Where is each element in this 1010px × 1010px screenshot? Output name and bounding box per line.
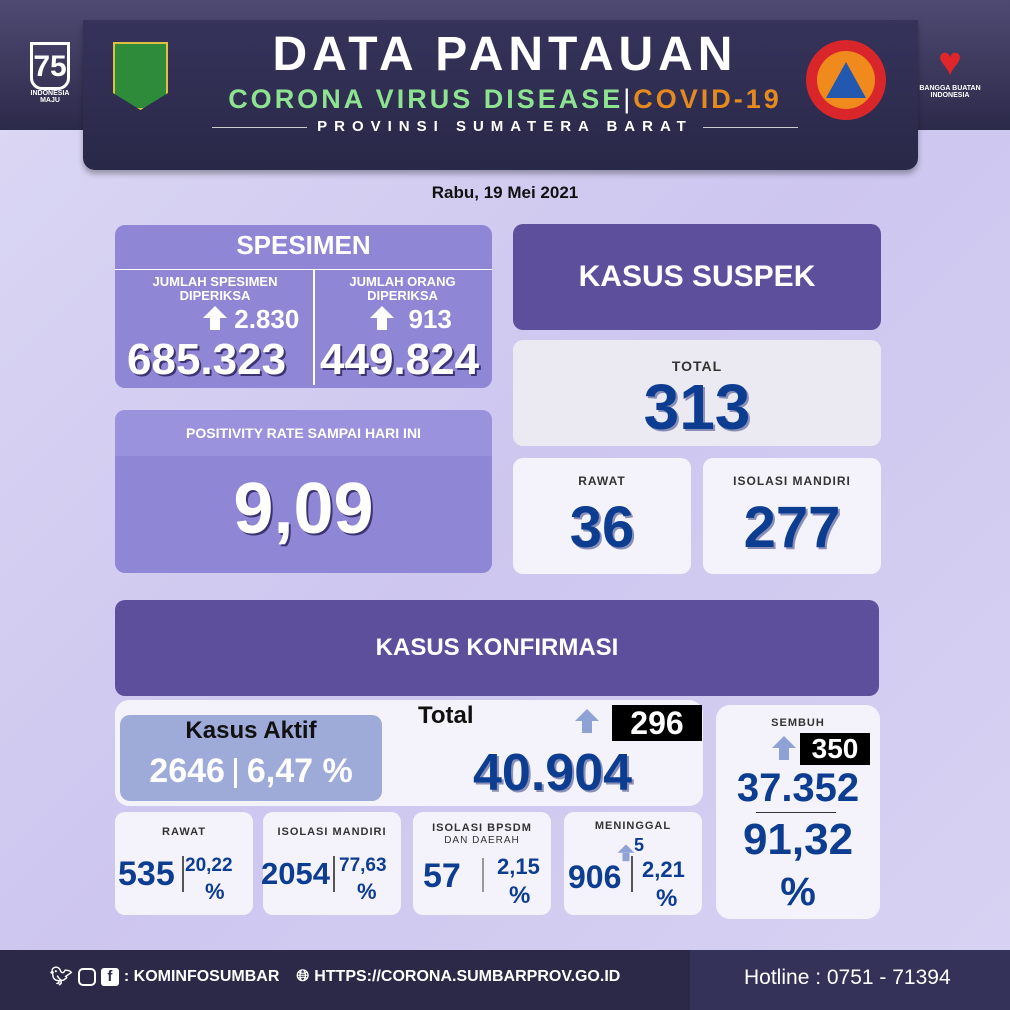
globe-icon: 🌐︎ <box>296 967 310 985</box>
konfirmasi-total-card: Kasus Aktif 2646 6,47 % Total 296 40.904 <box>115 700 703 806</box>
bpsdm-pct-unit: % <box>509 882 531 909</box>
suspek-rawat-label: RAWAT <box>578 474 626 488</box>
kasus-aktif-label: Kasus Aktif <box>185 717 317 744</box>
bpsdm-value: 57 <box>423 857 461 895</box>
spesimen-title: SPESIMEN <box>236 230 371 260</box>
twitter-icon[interactable]: 🐦︎ <box>50 966 73 986</box>
konfirmasi-bpsdm-card: ISOLASI BPSDM DAN DAERAH 57 2,15 % <box>413 812 551 915</box>
meninggal-increase: 5 <box>634 835 645 855</box>
suspek-rawat-value: 36 <box>569 495 635 560</box>
rawat-label: RAWAT <box>162 826 206 838</box>
konfirmasi-title: KASUS KONFIRMASI <box>375 634 619 661</box>
page-title: DATA PANTAUAN <box>272 28 738 81</box>
spesimen-diperiksa-value: 685.323 <box>127 335 287 384</box>
indonesia-maju-logo: 75 INDONESIA MAJU <box>30 42 70 104</box>
social-handle: : KOMINFOSUMBAR <box>123 967 280 985</box>
rawat-value: 535 <box>118 855 175 893</box>
sembuh-card: SEMBUH 350 37.352 91,32 % <box>716 705 880 919</box>
suspek-isolasi-value: 277 <box>743 495 841 560</box>
konfirmasi-rawat-card: RAWAT 535 20,22 % <box>115 812 253 915</box>
konfirmasi-meninggal-card: MENINGGAL 5 906 2,21 % <box>564 812 702 915</box>
bpbd-logo <box>806 40 886 120</box>
suspek-isolasi-card: ISOLASI MANDIRI 277 <box>703 458 881 574</box>
konfirmasi-total-label: Total <box>418 702 474 729</box>
konfirmasi-header: KASUS KONFIRMASI <box>115 600 879 696</box>
konfirmasi-total-value: 40.904 <box>473 744 633 802</box>
sembuh-pct-unit: % <box>780 870 816 914</box>
positivity-label: POSITIVITY RATE SAMPAI HARI INI <box>115 410 492 456</box>
suspek-isolasi-label: ISOLASI MANDIRI <box>733 474 851 488</box>
positivity-value: 9,09 <box>233 469 374 549</box>
suspek-header: KASUS SUSPEK <box>513 224 881 330</box>
hotline-text: Hotline : 0751 - 71394 <box>744 966 951 989</box>
suspek-rawat-card: RAWAT 36 <box>513 458 691 574</box>
page-subtitle: CORONA VIRUS DISEASE|COVID-19 <box>228 84 782 114</box>
isolasi-value: 2054 <box>261 856 330 891</box>
orang-increase: 913 <box>370 305 452 333</box>
instagram-icon[interactable] <box>77 967 96 986</box>
social-bar: 🐦︎ f : KOMINFOSUMBAR 🌐︎ HTTPS://CORONA.S… <box>50 966 620 987</box>
orang-diperiksa-value: 449.824 <box>320 335 480 384</box>
meninggal-value: 906 <box>568 859 622 895</box>
meninggal-pct-unit: % <box>656 885 678 912</box>
bpsdm-sublabel: DAN DAERAH <box>444 835 520 846</box>
arrow-up-icon <box>772 736 796 763</box>
isolasi-pct-unit: % <box>357 879 377 904</box>
spesimen-card: SPESIMEN JUMLAH SPESIMEN DIPERIKSA 2.830… <box>115 225 492 388</box>
province-label: PROVINSI SUMATERA BARAT <box>0 118 1010 136</box>
logo-text: INDONESIA MAJU <box>30 90 70 104</box>
suspek-total-card: TOTAL 313 <box>513 340 881 446</box>
sembuh-increase-badge: 350 <box>800 733 870 765</box>
hotline-panel <box>690 950 1010 1010</box>
arrow-up-icon <box>575 709 599 736</box>
rawat-pct-unit: % <box>205 879 225 904</box>
spesimen-increase: 2.830 <box>203 305 299 333</box>
total-increase-badge: 296 <box>612 705 702 741</box>
spesimen-diperiksa-label: JUMLAH SPESIMEN DIPERIKSA <box>152 274 278 303</box>
sembuh-pct: 91,32 <box>742 815 854 864</box>
bpsdm-label: ISOLASI BPSDM <box>432 822 532 834</box>
kasus-aktif-values: 2646 6,47 % <box>149 752 353 790</box>
sembuh-value: 37.352 <box>736 766 860 810</box>
suspek-title: KASUS SUSPEK <box>578 260 816 293</box>
sumbar-emblem <box>113 42 168 110</box>
positivity-card: POSITIVITY RATE SAMPAI HARI INI 9,09 <box>115 410 492 573</box>
website-link[interactable]: HTTPS://CORONA.SUMBARPROV.GO.ID <box>314 967 621 985</box>
suspek-total-label: TOTAL <box>671 358 723 374</box>
orang-diperiksa-label: JUMLAH ORANG DIPERIKSA <box>349 274 456 303</box>
suspek-total-value: 313 <box>643 371 751 443</box>
report-date: Rabu, 19 Mei 2021 <box>431 183 579 202</box>
isolasi-label: ISOLASI MANDIRI <box>277 826 387 838</box>
arrow-up-icon <box>617 844 635 864</box>
konfirmasi-isolasi-card: ISOLASI MANDIRI 2054 77,63 % <box>261 812 401 915</box>
meninggal-label: MENINGGAL <box>594 820 672 832</box>
sembuh-label: SEMBUH <box>771 717 825 729</box>
bangga-buatan-logo: ♥ BANGGA BUATAN INDONESIA <box>919 40 981 99</box>
facebook-icon[interactable]: f <box>100 967 119 986</box>
bpsdm-pct: 2,15 <box>497 854 540 879</box>
rawat-pct: 20,22 <box>185 855 233 876</box>
isolasi-pct: 77,63 <box>339 855 387 876</box>
kasus-aktif-box: Kasus Aktif 2646 6,47 % <box>120 715 382 801</box>
meninggal-pct: 2,21 <box>642 857 685 882</box>
header-panel <box>83 20 918 170</box>
